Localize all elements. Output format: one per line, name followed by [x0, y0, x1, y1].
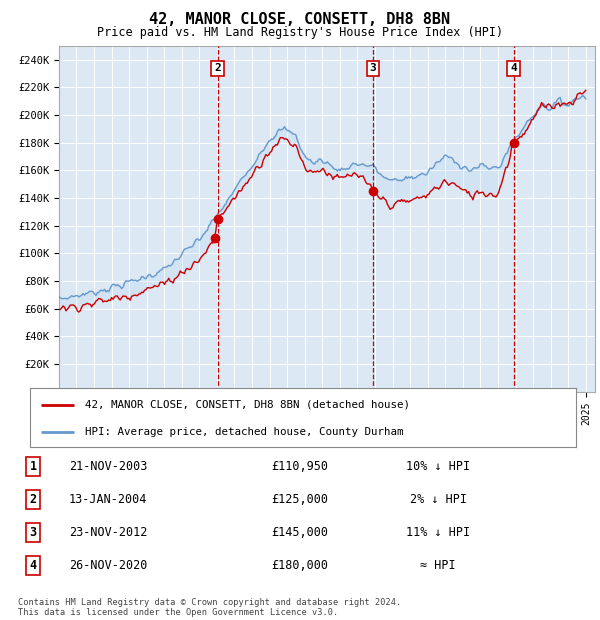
Text: 42, MANOR CLOSE, CONSETT, DH8 8BN: 42, MANOR CLOSE, CONSETT, DH8 8BN [149, 12, 451, 27]
Text: 2% ↓ HPI: 2% ↓ HPI [409, 493, 467, 506]
Text: £110,950: £110,950 [271, 460, 329, 473]
Text: 11% ↓ HPI: 11% ↓ HPI [406, 526, 470, 539]
Text: £125,000: £125,000 [271, 493, 329, 506]
Text: Price paid vs. HM Land Registry's House Price Index (HPI): Price paid vs. HM Land Registry's House … [97, 26, 503, 39]
Text: 42, MANOR CLOSE, CONSETT, DH8 8BN (detached house): 42, MANOR CLOSE, CONSETT, DH8 8BN (detac… [85, 399, 410, 410]
Text: £145,000: £145,000 [271, 526, 329, 539]
Text: 1: 1 [29, 460, 37, 473]
Text: 3: 3 [370, 63, 376, 73]
Text: £180,000: £180,000 [271, 559, 329, 572]
Text: 10% ↓ HPI: 10% ↓ HPI [406, 460, 470, 473]
Text: 2: 2 [29, 493, 37, 506]
Text: 3: 3 [29, 526, 37, 539]
Text: ≈ HPI: ≈ HPI [420, 559, 456, 572]
Text: Contains HM Land Registry data © Crown copyright and database right 2024.
This d: Contains HM Land Registry data © Crown c… [18, 598, 401, 617]
Text: 26-NOV-2020: 26-NOV-2020 [69, 559, 147, 572]
Text: 4: 4 [510, 63, 517, 73]
Text: 23-NOV-2012: 23-NOV-2012 [69, 526, 147, 539]
Text: HPI: Average price, detached house, County Durham: HPI: Average price, detached house, Coun… [85, 427, 403, 437]
Text: 13-JAN-2004: 13-JAN-2004 [69, 493, 147, 506]
Text: 4: 4 [29, 559, 37, 572]
Text: 21-NOV-2003: 21-NOV-2003 [69, 460, 147, 473]
Text: 2: 2 [214, 63, 221, 73]
